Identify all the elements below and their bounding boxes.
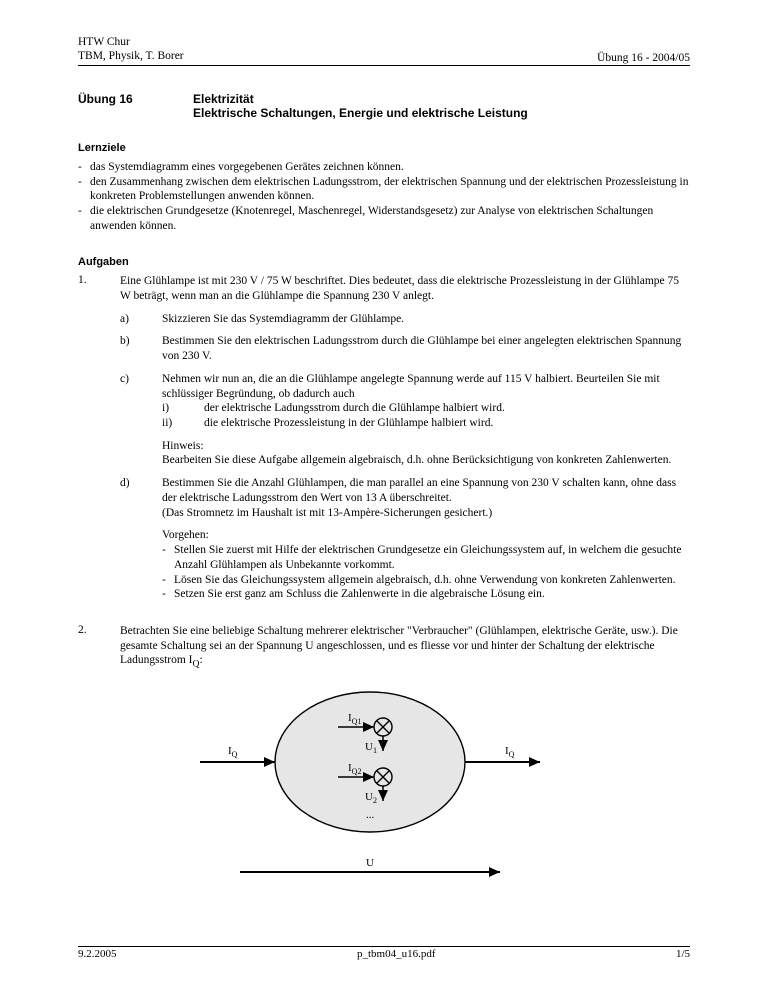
task2-text-pre: Betrachten Sie eine beliebige Schaltung …	[120, 625, 678, 666]
hinweis-label: Hinweis:	[162, 439, 690, 454]
vorgehen-block: Vorgehen: - Stellen Sie zuerst mit Hilfe…	[162, 528, 690, 602]
roman-ii: ii) die elektrische Prozessleistung in d…	[162, 416, 690, 431]
task-body: Eine Glühlampe ist mit 230 V / 75 W besc…	[120, 274, 690, 602]
sub-body: Nehmen wir nun an, die an die Glühlampe …	[162, 372, 690, 468]
dash-icon: -	[162, 573, 174, 588]
circuit-svg: IQIQIQ1U1IQ2U2...U	[120, 677, 600, 897]
roman-label: ii)	[162, 416, 204, 431]
vorgehen-item: - Stellen Sie zuerst mit Hilfe der elekt…	[162, 543, 690, 572]
task-number: 1.	[78, 274, 120, 602]
svg-text:...: ...	[366, 809, 375, 821]
exercise-number: Übung 16	[78, 92, 193, 106]
title-line2: Elektrische Schaltungen, Energie und ele…	[193, 106, 528, 120]
subtask-a: a) Skizzieren Sie das Systemdiagramm der…	[120, 312, 690, 327]
subtask-c-line1: Nehmen wir nun an, die an die Glühlampe …	[162, 372, 690, 401]
dash-icon: -	[78, 175, 90, 205]
svg-text:U: U	[366, 857, 374, 869]
sub-body: Bestimmen Sie den elektrischen Ladungsst…	[162, 334, 690, 363]
header-right: Übung 16 - 2004/05	[597, 52, 690, 64]
sub-body: Bestimmen Sie die Anzahl Glühlampen, die…	[162, 476, 690, 602]
footer-date: 9.2.2005	[78, 948, 117, 960]
task-1: 1. Eine Glühlampe ist mit 230 V / 75 W b…	[78, 274, 690, 602]
header-institution: HTW Chur	[78, 36, 184, 50]
exercise-title: Elektrizität Elektrische Schaltungen, En…	[193, 92, 528, 120]
subtask-d-paren: (Das Stromnetz im Haushalt ist mit 13-Am…	[162, 506, 690, 521]
roman-label: i)	[162, 401, 204, 416]
sub-label: d)	[120, 476, 162, 602]
title-line1: Elektrizität	[193, 92, 528, 106]
vorgehen-label: Vorgehen:	[162, 528, 690, 543]
subtask-d: d) Bestimmen Sie die Anzahl Glühlampen, …	[120, 476, 690, 602]
list-item: - den Zusammenhang zwischen dem elektris…	[78, 175, 690, 205]
sub-label: a)	[120, 312, 162, 327]
vorgehen-text: Stellen Sie zuerst mit Hilfe der elektri…	[174, 543, 690, 572]
aufgaben-heading: Aufgaben	[78, 256, 690, 268]
subtask-b: b) Bestimmen Sie den elektrischen Ladung…	[120, 334, 690, 363]
sub-label: c)	[120, 372, 162, 468]
page-footer: 9.2.2005 p_tbm04_u16.pdf 1/5	[78, 946, 690, 960]
task-number: 2.	[78, 624, 120, 671]
page: HTW Chur TBM, Physik, T. Borer Übung 16 …	[0, 0, 768, 897]
lernziel-text: den Zusammenhang zwischen dem elektrisch…	[90, 175, 690, 205]
circuit-figure: IQIQIQ1U1IQ2U2...U	[120, 677, 690, 897]
subtask-d-text: Bestimmen Sie die Anzahl Glühlampen, die…	[162, 476, 690, 505]
vorgehen-text: Setzen Sie erst ganz am Schluss die Zahl…	[174, 587, 690, 602]
roman-i: i) der elektrische Ladungsstrom durch di…	[162, 401, 690, 416]
dash-icon: -	[78, 160, 90, 175]
sub-body: Skizzieren Sie das Systemdiagramm der Gl…	[162, 312, 690, 327]
task-2: 2. Betrachten Sie eine beliebige Schaltu…	[78, 624, 690, 671]
task2-text-post: :	[199, 654, 202, 666]
dash-icon: -	[162, 543, 174, 572]
hinweis-text: Bearbeiten Sie diese Aufgabe allgemein a…	[162, 453, 690, 468]
footer-filename: p_tbm04_u16.pdf	[357, 948, 436, 960]
lernziel-text: das Systemdiagramm eines vorgegebenen Ge…	[90, 160, 690, 175]
footer-page: 1/5	[676, 948, 690, 960]
list-item: - die elektrischen Grundgesetze (Knotenr…	[78, 204, 690, 234]
roman-text: die elektrische Prozessleistung in der G…	[204, 416, 493, 431]
lernziele-heading: Lernziele	[78, 142, 690, 154]
task-body: Betrachten Sie eine beliebige Schaltung …	[120, 624, 690, 671]
header-left: HTW Chur TBM, Physik, T. Borer	[78, 36, 184, 64]
list-item: - das Systemdiagramm eines vorgegebenen …	[78, 160, 690, 175]
header-course: TBM, Physik, T. Borer	[78, 50, 184, 64]
vorgehen-item: - Setzen Sie erst ganz am Schluss die Za…	[162, 587, 690, 602]
lernziel-text: die elektrischen Grundgesetze (Knotenreg…	[90, 204, 690, 234]
lernziele-list: - das Systemdiagramm eines vorgegebenen …	[78, 160, 690, 235]
page-header: HTW Chur TBM, Physik, T. Borer Übung 16 …	[78, 36, 690, 66]
hinweis-block: Hinweis: Bearbeiten Sie diese Aufgabe al…	[162, 439, 690, 468]
vorgehen-item: - Lösen Sie das Gleichungssystem allgeme…	[162, 573, 690, 588]
subtask-c: c) Nehmen wir nun an, die an die Glühlam…	[120, 372, 690, 468]
svg-text:IQ: IQ	[228, 745, 238, 759]
vorgehen-text: Lösen Sie das Gleichungssystem allgemein…	[174, 573, 690, 588]
svg-text:IQ: IQ	[505, 745, 515, 759]
sub-label: b)	[120, 334, 162, 363]
dash-icon: -	[162, 587, 174, 602]
roman-text: der elektrische Ladungsstrom durch die G…	[204, 401, 505, 416]
task1-intro: Eine Glühlampe ist mit 230 V / 75 W besc…	[120, 274, 690, 303]
title-row: Übung 16 Elektrizität Elektrische Schalt…	[78, 92, 690, 120]
dash-icon: -	[78, 204, 90, 234]
